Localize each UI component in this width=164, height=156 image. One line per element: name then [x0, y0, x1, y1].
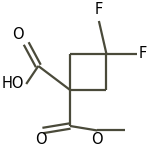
- Text: HO: HO: [2, 76, 24, 92]
- Text: O: O: [36, 132, 47, 147]
- Text: F: F: [139, 46, 147, 61]
- Text: O: O: [92, 132, 103, 147]
- Text: O: O: [12, 27, 24, 42]
- Text: F: F: [95, 2, 103, 17]
